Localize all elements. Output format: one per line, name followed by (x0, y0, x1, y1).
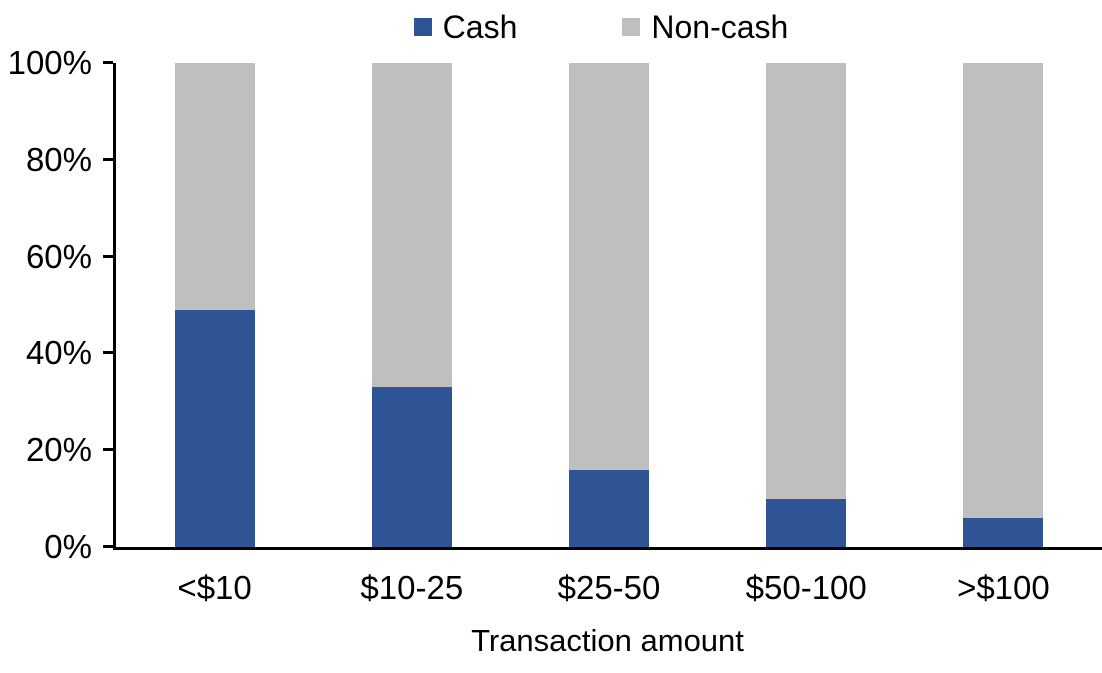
x-tick-label--100: >$100 (957, 569, 1050, 606)
y-tick-label-0-: 0% (44, 528, 92, 565)
legend-label-cash: Cash (442, 9, 518, 45)
bar--10 (174, 63, 255, 547)
y-tick-mark-100- (103, 61, 113, 64)
bars-container (116, 63, 1102, 547)
y-tick-mark-80- (103, 157, 113, 161)
x-tick-label--10: <$10 (177, 569, 252, 606)
y-tick-mark-40- (103, 351, 113, 355)
bar-segment-cash--100 (963, 517, 1044, 547)
x-tick-label--50-100: $50-100 (745, 569, 867, 606)
bar-segment-cash--10 (174, 309, 255, 547)
bar-slot--25-50 (510, 63, 707, 547)
bar-slot--100 (905, 63, 1102, 547)
bar-segment-non-cash--25-50 (569, 63, 649, 470)
y-tick-mark-0- (103, 545, 113, 548)
bar-segment-cash--25-50 (569, 469, 649, 547)
x-axis-title: Transaction amount (471, 623, 744, 658)
legend-swatch-cash-icon (413, 18, 432, 36)
bar-segment-cash--10-25 (371, 387, 452, 547)
x-axis-labels: <$10 $10-25 $25-50 $50-100 >$100 (116, 568, 1102, 608)
bar-slot--10 (116, 63, 313, 547)
x-tick-label--10-25: $10-25 (360, 569, 464, 606)
bar-segment-non-cash--10 (174, 63, 255, 310)
y-tick-label-40-: 40% (25, 334, 92, 372)
legend-swatch-non-cash-icon (622, 18, 641, 36)
y-tick-label-20-: 20% (25, 431, 92, 469)
legend-item-non-cash: Non-cash (622, 8, 788, 46)
bar-slot--50-100 (708, 63, 905, 547)
bar--25-50 (569, 63, 649, 547)
y-tick-mark-20- (103, 448, 113, 452)
bar--50-100 (766, 63, 847, 547)
y-tick-label-80-: 80% (25, 140, 92, 178)
y-tick-mark-60- (103, 254, 113, 258)
bar-slot--10-25 (313, 63, 510, 547)
x-tick-label--25-50: $25-50 (557, 569, 661, 606)
legend-item-cash: Cash (413, 8, 518, 46)
bar--10-25 (371, 63, 452, 547)
bar--100 (963, 63, 1044, 547)
legend-label-non-cash: Non-cash (651, 9, 789, 45)
chart-legend: Cash Non-cash (100, 8, 1102, 46)
bar-segment-non-cash--100 (963, 63, 1044, 518)
y-tick-label-100-: 100% (7, 44, 92, 81)
plot-area (113, 63, 1102, 550)
bar-segment-non-cash--10-25 (371, 63, 452, 388)
bar-segment-cash--50-100 (766, 498, 847, 547)
bar-segment-non-cash--50-100 (766, 63, 847, 499)
y-tick-label-60-: 60% (25, 237, 92, 275)
